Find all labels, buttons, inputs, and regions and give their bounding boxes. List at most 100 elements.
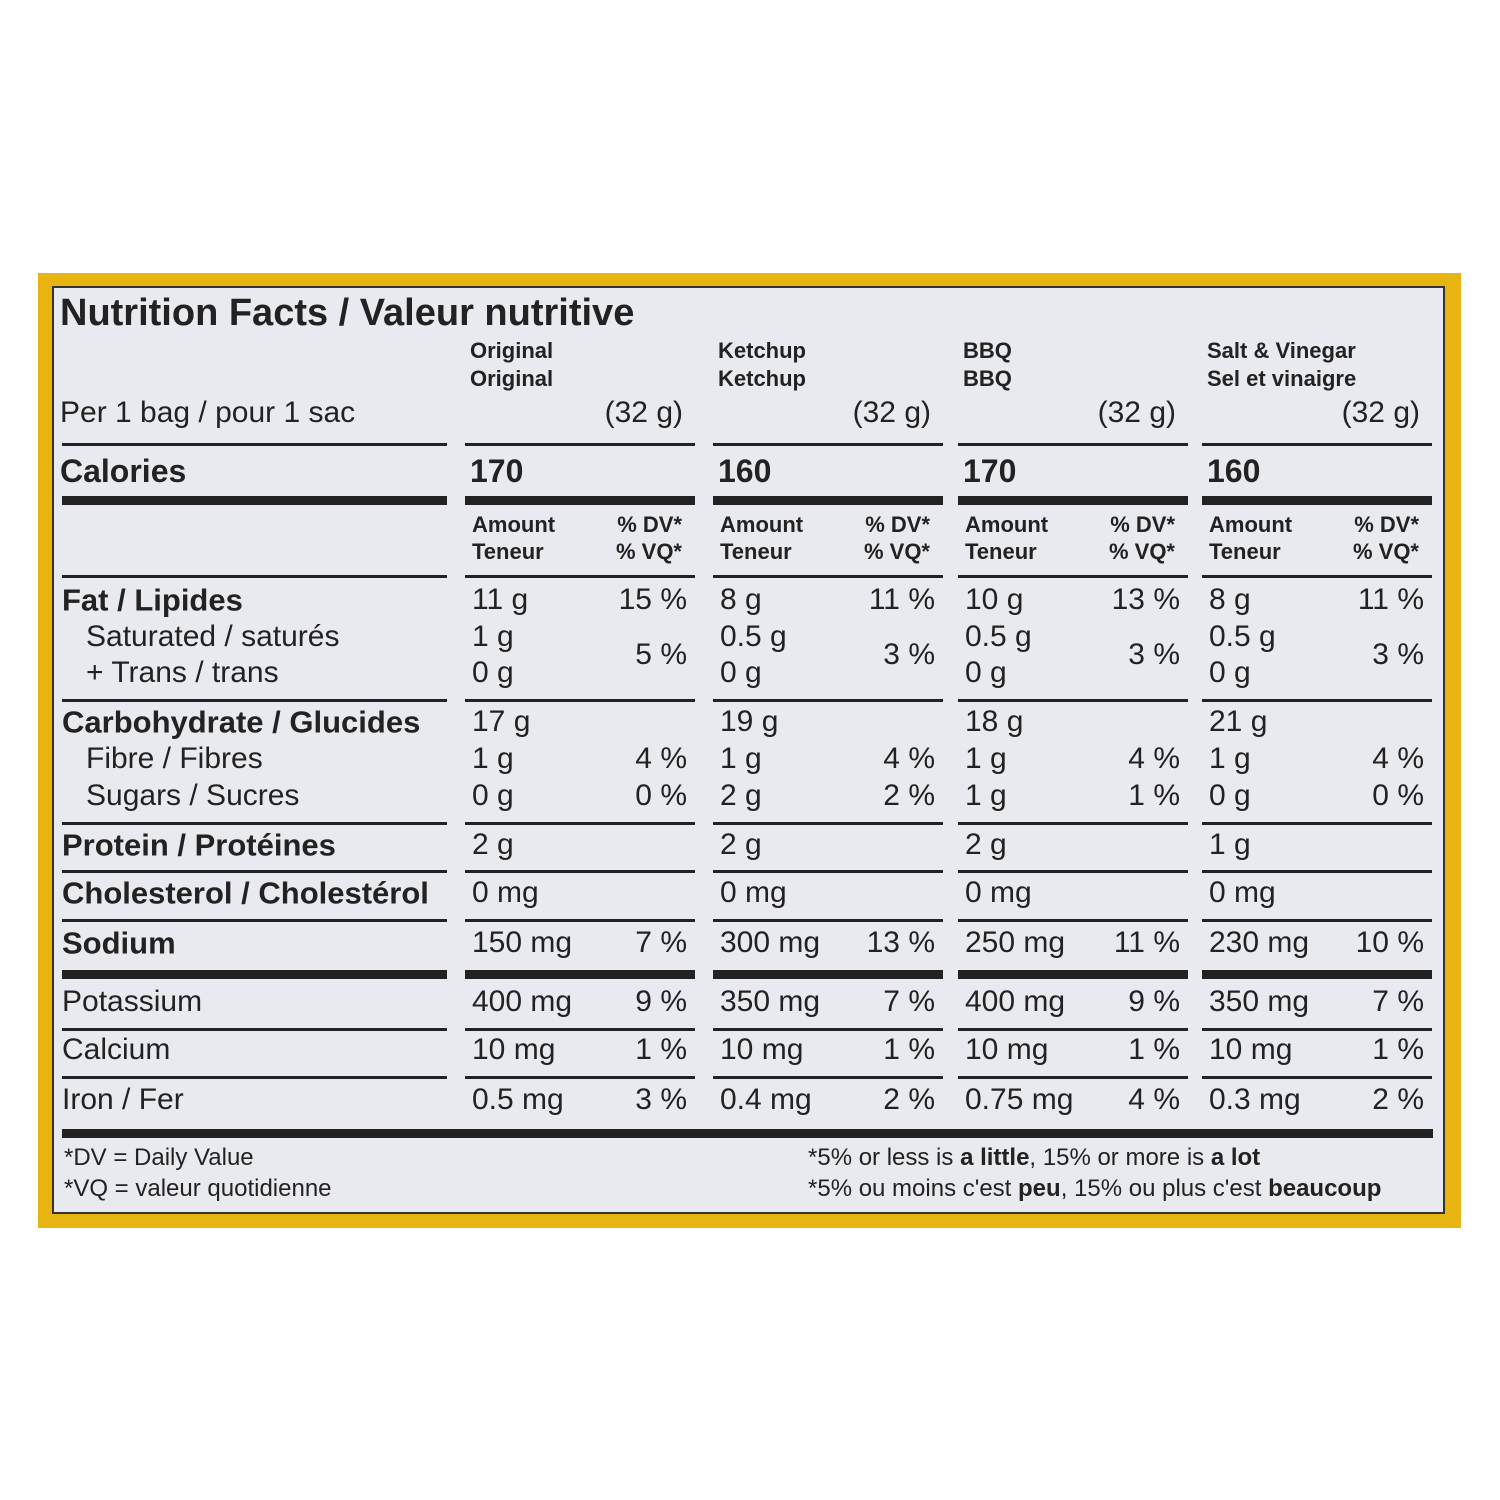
rule-line — [62, 969, 447, 979]
rule-line — [958, 1027, 1188, 1031]
nutrient-label: + Trans / trans — [86, 656, 279, 689]
rule-line — [62, 574, 447, 578]
nutrient-amount: 2 g — [472, 828, 514, 861]
calories-value: 170 — [963, 453, 1017, 489]
rule-line — [62, 821, 447, 825]
footnote-part: beaucoup — [1268, 1175, 1382, 1202]
rule-line — [713, 495, 943, 505]
nutrient-label: Fibre / Fibres — [86, 742, 263, 775]
product-name: Ketchup — [718, 338, 806, 363]
nutrient-amount: 0 g — [1209, 779, 1251, 812]
amount-header: Teneur — [1209, 539, 1281, 564]
nutrient-amount: 250 mg — [965, 926, 1066, 959]
nutrient-amount: 17 g — [472, 705, 531, 738]
nutrient-label: Potassium — [62, 985, 203, 1018]
nutrient-amount: 8 g — [1209, 583, 1251, 616]
dv-header: % DV* — [865, 512, 930, 537]
rule-line — [62, 1075, 447, 1079]
rule-line — [713, 1075, 943, 1079]
daily-value: 3 % — [1128, 638, 1180, 671]
nutrient-amount: 11 g — [472, 583, 529, 616]
daily-value: 1 % — [1128, 1033, 1180, 1066]
rule-line — [1202, 869, 1432, 873]
daily-value: 1 % — [1372, 1033, 1424, 1066]
footnote-part: a little — [960, 1144, 1030, 1171]
nutrient-amount: 400 mg — [472, 985, 573, 1018]
nutrient-amount: 1 g — [1209, 742, 1251, 775]
amount-header: Amount — [472, 512, 556, 537]
calories-value: 170 — [470, 453, 524, 489]
product-name: BBQ — [963, 366, 1012, 391]
dv-header: % DV* — [1354, 512, 1419, 537]
nutrient-amount: 1 g — [965, 742, 1007, 775]
nutrient-label: Iron / Fer — [62, 1083, 184, 1116]
daily-value: 11 % — [868, 583, 935, 616]
amount-header: Teneur — [965, 539, 1037, 564]
daily-value: 13 % — [866, 926, 935, 959]
product-name: Original — [470, 366, 554, 391]
daily-value: 2 % — [883, 779, 935, 812]
nutrient-label: Cholesterol / Cholestérol — [62, 875, 429, 911]
daily-value: 0 % — [1372, 779, 1424, 812]
rule-line — [713, 869, 943, 873]
rule-line — [465, 495, 695, 505]
nutrient-amount: 2 g — [720, 779, 762, 812]
nutrient-amount: 1 g — [472, 620, 514, 653]
nutrient-amount: 150 mg — [472, 926, 573, 959]
nutrient-amount: 2 g — [720, 828, 762, 861]
daily-value: 3 % — [1372, 638, 1424, 671]
rule-line — [465, 442, 695, 446]
nutrient-amount: 1 g — [965, 779, 1007, 812]
footnote-part: peu — [1018, 1175, 1061, 1202]
amount-header: Amount — [965, 512, 1049, 537]
dv-header: % VQ* — [1352, 539, 1419, 564]
nutrient-amount: 350 mg — [720, 985, 821, 1018]
rule-line — [1202, 1027, 1432, 1031]
nutrient-amount: 10 mg — [472, 1033, 556, 1066]
daily-value: 9 % — [1128, 985, 1180, 1018]
nutrient-amount: 0 mg — [472, 876, 539, 909]
rule-line — [958, 698, 1188, 702]
footnote-part: , 15% or more is — [1029, 1144, 1211, 1171]
dv-header: % VQ* — [863, 539, 930, 564]
calories-label: Calories — [60, 453, 187, 489]
nutrient-amount: 0.3 mg — [1209, 1083, 1301, 1116]
rule-line — [465, 869, 695, 873]
nutrient-amount: 10 mg — [965, 1033, 1049, 1066]
daily-value: 4 % — [635, 742, 687, 775]
nutrient-amount: 0 mg — [1209, 876, 1276, 909]
amount-header: Teneur — [720, 539, 792, 564]
daily-value: 5 % — [635, 638, 687, 671]
nutrient-label: Sodium — [62, 925, 176, 961]
rule-line — [62, 1027, 447, 1031]
nutrient-label: Carbohydrate / Glucides — [62, 704, 421, 740]
footnote: *VQ = valeur quotidienne — [64, 1175, 332, 1202]
nutrient-amount: 0 g — [965, 656, 1007, 689]
rule-line — [465, 1075, 695, 1079]
rule-line — [713, 1027, 943, 1031]
rule-line — [465, 1027, 695, 1031]
nutrient-amount: 1 g — [720, 742, 762, 775]
rule-line — [1202, 495, 1432, 505]
rule-line — [62, 918, 447, 922]
daily-value: 2 % — [883, 1083, 935, 1116]
daily-value: 7 % — [635, 926, 687, 959]
daily-value: 15 % — [618, 583, 687, 616]
rule-line — [713, 574, 943, 578]
nutrient-amount: 0.5 g — [1209, 620, 1276, 653]
nutrient-amount: 0 mg — [720, 876, 787, 909]
calories-value: 160 — [1207, 453, 1261, 489]
rule-line — [1202, 442, 1432, 446]
dv-header: % VQ* — [615, 539, 682, 564]
nutrient-amount: 350 mg — [1209, 985, 1310, 1018]
rule-line — [62, 1128, 1433, 1138]
rule-line — [62, 495, 447, 505]
nutrient-amount: 0 g — [1209, 656, 1251, 689]
rule-line — [713, 969, 943, 979]
amount-header: Teneur — [472, 539, 544, 564]
footnote-part: *5% or less is — [808, 1144, 961, 1171]
rule-line — [62, 698, 447, 702]
rule-line — [465, 574, 695, 578]
nutrient-amount: 0.5 mg — [472, 1083, 564, 1116]
